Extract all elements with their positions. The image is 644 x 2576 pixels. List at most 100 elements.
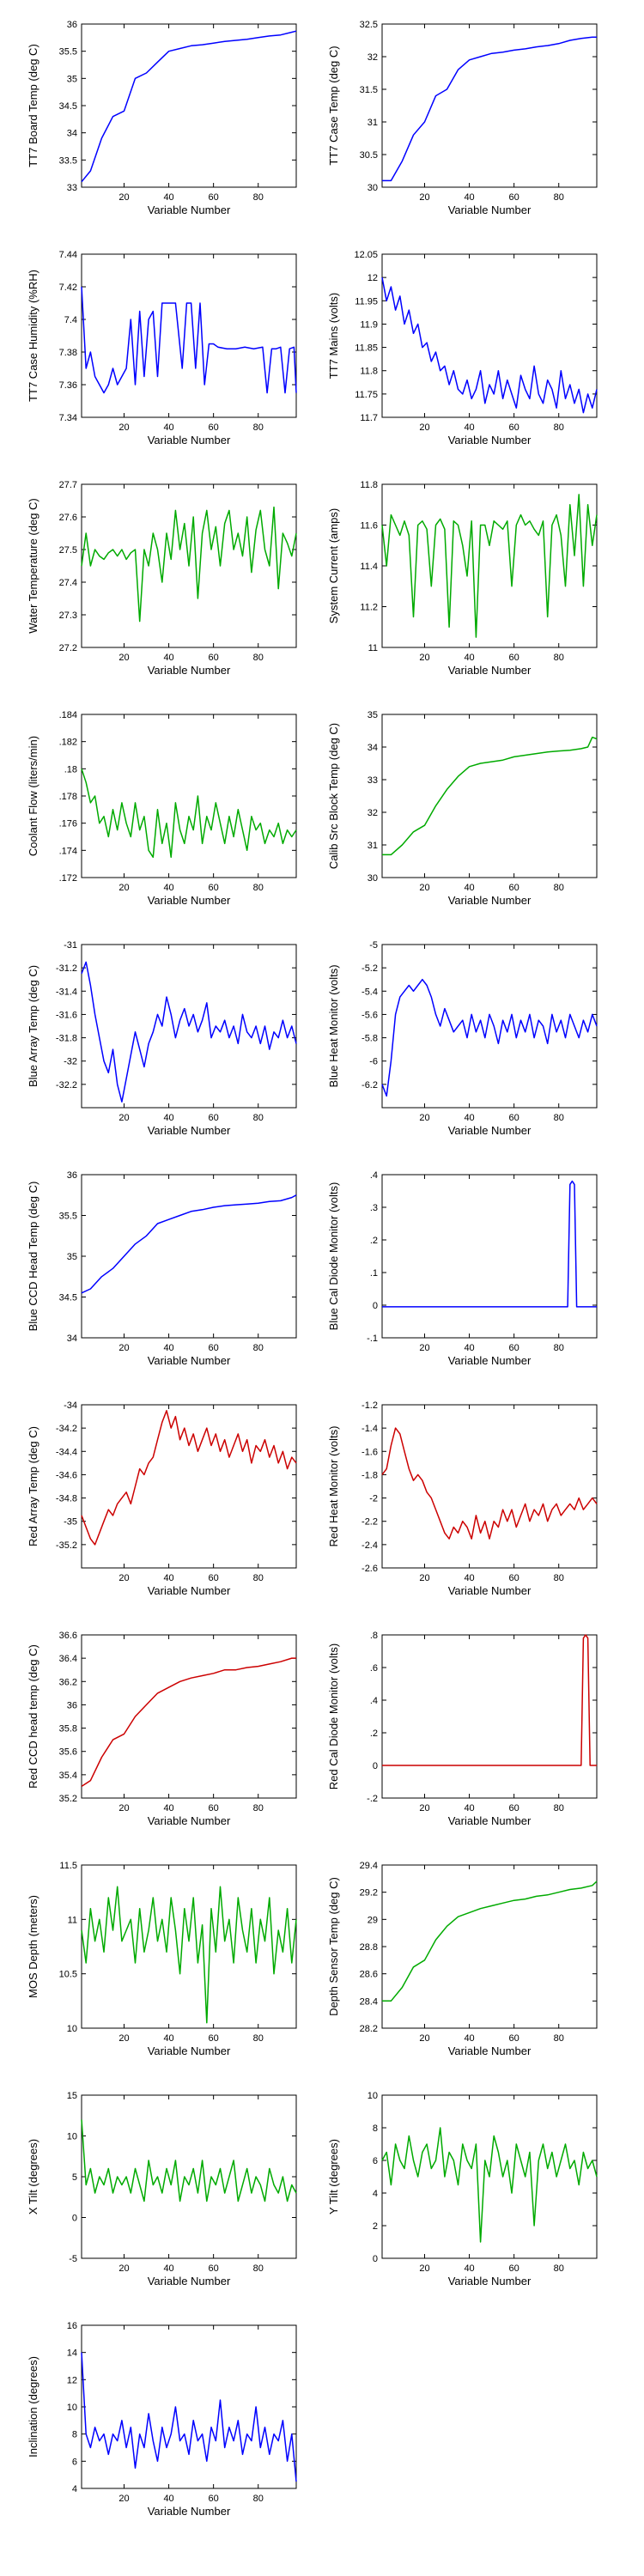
x-tick-label: 80 [253, 2033, 264, 2044]
plot-frame [81, 714, 297, 878]
y-tick-label: 34 [368, 743, 378, 753]
y-tick-label: 12 [67, 2375, 77, 2385]
x-tick-label: 40 [464, 1113, 474, 1123]
subplot-18: 28.2 28.4 28.6 28.8 29 29.2 29.4 20 40 60 80 Variab… [327, 1861, 598, 2057]
plot-frame [81, 2094, 297, 2259]
plot-frame [381, 1174, 598, 1339]
y-tick-label: 35.6 [59, 1747, 77, 1758]
y-tick-label: 15 [67, 2091, 77, 2101]
y-axis-label: Red Cal Diode Monitor (volts) [327, 1643, 340, 1790]
x-tick-label: 40 [464, 1343, 474, 1353]
y-axis-label: TT7 Case Temp (deg C) [327, 46, 340, 165]
y-tick-label: 33 [368, 775, 378, 786]
y-tick-label: 33.5 [59, 155, 77, 166]
y-tick-label: -2.6 [361, 1564, 378, 1574]
x-tick-label: 80 [554, 883, 564, 893]
y-tick-label: -32.2 [56, 1080, 77, 1091]
y-tick-label: .18 [64, 764, 77, 775]
y-tick-label: 32.5 [360, 20, 378, 30]
series-line [81, 1886, 297, 2024]
y-tick-label: 30 [368, 183, 378, 193]
y-tick-label: -2.4 [361, 1540, 378, 1551]
series-line [81, 286, 297, 394]
y-tick-label: 27.6 [59, 513, 77, 523]
x-axis-label: Variable Number [448, 1124, 532, 1137]
x-tick-label: 20 [419, 2033, 429, 2044]
x-tick-label: 60 [209, 2263, 219, 2274]
x-tick-label: 60 [509, 653, 519, 663]
x-axis-label: Variable Number [448, 204, 532, 216]
y-tick-label: 11 [368, 643, 378, 653]
y-tick-label: -5.8 [361, 1034, 378, 1044]
x-tick-label: 80 [253, 1573, 264, 1583]
y-tick-label: 27.4 [59, 578, 77, 588]
subplot-4: 11.7 11.75 11.8 11.85 11.9 11.95 12 12.05 20 40 60… [327, 250, 598, 447]
y-tick-label: 27.7 [59, 480, 77, 490]
x-tick-label: 60 [509, 1113, 519, 1123]
series-line [382, 1880, 598, 2002]
x-tick-label: 80 [253, 422, 264, 433]
series-line [381, 1427, 598, 1540]
y-tick-label: 34 [67, 1334, 77, 1344]
x-axis-label: Variable Number [148, 1584, 231, 1597]
x-tick-label: 60 [209, 2033, 219, 2044]
x-tick-label: 60 [209, 2494, 219, 2504]
x-tick-label: 40 [163, 653, 173, 663]
y-tick-label: 6 [373, 2156, 378, 2166]
plot-frame [81, 253, 297, 418]
y-tick-label: 28.2 [360, 2024, 378, 2034]
series-line [81, 506, 297, 623]
y-tick-label: 35 [67, 1252, 77, 1262]
x-axis-label: Variable Number [448, 1354, 532, 1367]
y-axis-label: Red Heat Monitor (volts) [327, 1426, 340, 1547]
x-tick-label: 40 [163, 2494, 173, 2504]
y-tick-label: 0 [373, 1761, 378, 1771]
subplot-7: .172 .174 .176 .178 .18 .182 .184 20 40 60 80 Varia… [27, 710, 297, 907]
y-tick-label: 35.5 [59, 47, 77, 58]
y-tick-label: .172 [59, 873, 77, 884]
subplot-5: 27.2 27.3 27.4 27.5 27.6 27.7 20 40 60 80 Variable… [27, 480, 297, 677]
x-tick-label: 60 [209, 883, 219, 893]
y-tick-label: 2 [373, 2221, 378, 2232]
y-tick-label: 7.4 [64, 315, 77, 325]
subplot-11: 34 34.5 35 35.5 36 20 40 60 80 Variable Number Blu… [27, 1170, 297, 1367]
subplot-21: 4 6 8 10 12 14 16 20 40 60 80 Variable Number Inclin… [27, 2321, 297, 2518]
x-tick-label: 80 [253, 1343, 264, 1353]
x-tick-label: 80 [554, 653, 564, 663]
x-tick-label: 20 [419, 883, 429, 893]
x-axis-label: Variable Number [148, 204, 231, 216]
y-tick-label: -31.2 [56, 963, 77, 974]
x-tick-label: 60 [509, 422, 519, 433]
y-tick-label: 11.95 [355, 296, 378, 307]
x-tick-label: 20 [118, 1803, 129, 1814]
y-tick-label: -34.8 [56, 1494, 77, 1504]
y-tick-label: 35.4 [59, 1771, 77, 1781]
x-tick-label: 60 [509, 883, 519, 893]
y-tick-label: .2 [370, 1728, 378, 1739]
y-tick-label: -35.2 [56, 1540, 77, 1551]
x-axis-label: Variable Number [148, 1814, 231, 1827]
subplot-6: 11 11.2 11.4 11.6 11.8 20 40 60 80 Variable Numbe… [327, 480, 598, 677]
y-tick-label: 4 [72, 2484, 77, 2494]
y-tick-label: 10.5 [59, 1970, 77, 1980]
subplot-12: -.1 0 .1 .2 .3 .4 20 40 60 80 Variable Number Blue … [327, 1170, 598, 1367]
y-tick-label: 35.8 [59, 1724, 77, 1735]
x-tick-label: 20 [118, 192, 129, 203]
x-tick-label: 20 [419, 1113, 429, 1123]
x-tick-label: 80 [554, 1113, 564, 1123]
plot-frame [381, 1634, 598, 1799]
y-tick-label: 27.5 [59, 545, 77, 556]
y-tick-label: -5 [369, 940, 378, 951]
y-tick-label: -5 [69, 2254, 77, 2264]
y-tick-label: 11.5 [59, 1861, 77, 1871]
y-tick-label: 11.9 [360, 319, 378, 330]
y-tick-label: 30.5 [360, 150, 378, 161]
series-line [81, 769, 297, 859]
x-tick-label: 60 [209, 422, 219, 433]
y-tick-label: 12.05 [354, 250, 378, 260]
x-tick-label: 80 [554, 422, 564, 433]
subplot-3: 7.34 7.36 7.38 7.4 7.42 7.44 20 40 60 80 Variable … [27, 250, 297, 447]
y-tick-label: 36.4 [59, 1654, 77, 1664]
x-axis-label: Variable Number [148, 664, 231, 677]
y-axis-label: Y Tilt (degrees) [327, 2139, 340, 2215]
